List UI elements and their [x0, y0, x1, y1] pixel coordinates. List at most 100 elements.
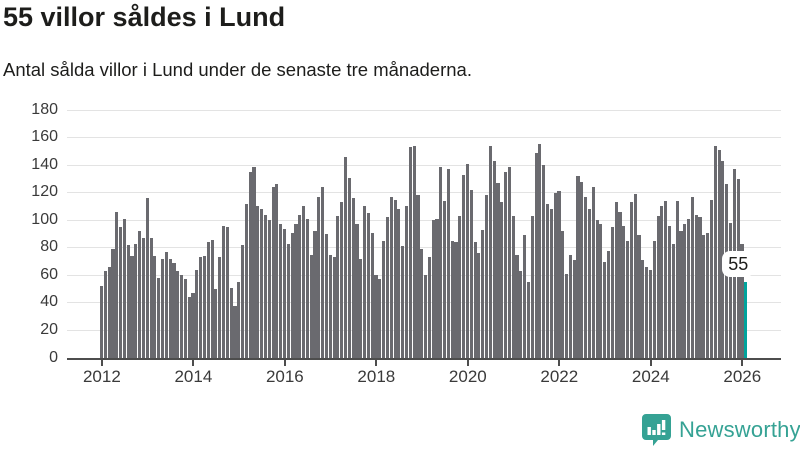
bar — [507, 166, 511, 358]
bar — [443, 200, 447, 358]
x-axis-label-2024: 2024 — [631, 367, 670, 386]
x-axis-tick-2014 — [192, 360, 195, 366]
bar — [321, 187, 325, 358]
bar — [477, 253, 481, 358]
bar — [626, 240, 630, 358]
bar — [302, 206, 306, 358]
x-axis-label-2026: 2026 — [723, 367, 762, 386]
bar — [664, 200, 668, 358]
bar — [702, 235, 706, 358]
bar — [519, 271, 523, 358]
bar — [424, 275, 428, 358]
bar — [553, 192, 557, 358]
bar — [458, 216, 462, 358]
bar — [717, 149, 721, 358]
bar — [286, 243, 290, 358]
bar — [713, 145, 717, 358]
bar — [157, 278, 161, 358]
y-axis-label-40: 40 — [40, 293, 58, 311]
bar — [465, 163, 470, 358]
bar — [298, 214, 302, 358]
chart-subtitle: Antal sålda villor i Lund under de senas… — [3, 59, 472, 80]
bar — [481, 229, 485, 358]
bar — [690, 196, 694, 358]
bar — [393, 199, 397, 358]
bar — [534, 152, 538, 358]
x-axis-tick-2018 — [375, 360, 378, 366]
bar — [336, 216, 340, 358]
bar — [580, 181, 584, 358]
bar — [504, 172, 508, 358]
bar — [385, 217, 389, 358]
highlight-value-label: 55 — [722, 251, 755, 278]
bar — [290, 232, 294, 358]
x-axis-label-2022: 2022 — [540, 367, 579, 386]
bar — [176, 271, 180, 358]
chart-title: 55 villor såldes i Lund — [3, 2, 286, 32]
bar — [382, 240, 386, 358]
x-axis-tick-2012 — [100, 360, 103, 366]
y-axis-label-60: 60 — [40, 265, 58, 283]
x-axis-tick-2024 — [649, 360, 652, 366]
bar — [416, 195, 420, 358]
bar — [530, 216, 534, 358]
bar — [645, 267, 649, 358]
bar — [622, 225, 626, 358]
bar — [454, 242, 458, 358]
bar — [450, 240, 454, 358]
bar — [633, 194, 637, 358]
bar — [119, 227, 123, 358]
bar — [568, 254, 572, 358]
bar — [671, 243, 675, 358]
bar — [431, 220, 435, 358]
bar — [446, 169, 450, 358]
bar — [275, 184, 279, 358]
bar — [202, 256, 207, 358]
bar — [248, 172, 252, 358]
bar — [667, 225, 672, 358]
bar — [549, 209, 553, 358]
bar — [282, 228, 287, 358]
y-axis-label-0: 0 — [49, 348, 58, 366]
bar — [500, 202, 504, 358]
bar — [660, 206, 664, 358]
bar — [260, 209, 264, 358]
bar — [389, 196, 393, 358]
bar — [542, 165, 546, 358]
bar — [153, 256, 157, 358]
bar — [256, 206, 260, 358]
x-axis-tick-2026 — [741, 360, 744, 366]
newsworthy-wordmark: Newsworthy — [679, 416, 800, 442]
newsworthy-branding[interactable]: Newsworthy — [641, 413, 800, 446]
bar — [374, 275, 378, 358]
bar — [538, 144, 542, 358]
bar — [172, 262, 176, 358]
bar — [641, 260, 645, 358]
bar — [168, 258, 172, 358]
bar — [218, 257, 222, 358]
bar — [130, 256, 134, 358]
bar — [214, 289, 218, 358]
bar — [355, 224, 359, 358]
bar — [652, 240, 656, 358]
bar — [595, 220, 599, 358]
bar — [183, 279, 187, 358]
bar — [267, 220, 271, 358]
y-axis-label-160: 160 — [31, 128, 58, 146]
bar — [279, 224, 283, 358]
bar — [244, 203, 248, 358]
bar — [420, 249, 424, 358]
x-axis-label-2020: 2020 — [448, 367, 487, 386]
bar — [111, 249, 115, 358]
bar — [233, 305, 237, 358]
bar — [241, 245, 245, 358]
bar — [618, 211, 622, 358]
bar — [199, 257, 203, 358]
bar — [404, 206, 409, 358]
bar — [515, 254, 519, 358]
bar — [164, 251, 168, 358]
bar — [523, 235, 527, 358]
bar — [363, 206, 367, 358]
bar — [557, 191, 561, 358]
